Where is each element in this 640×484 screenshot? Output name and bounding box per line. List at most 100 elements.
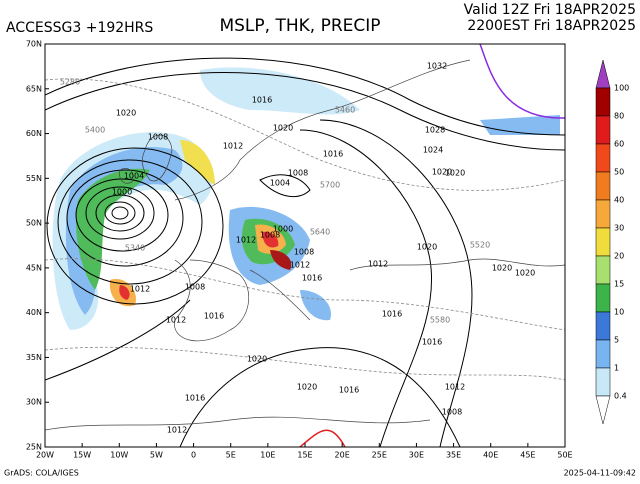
colorbar-segment bbox=[595, 199, 611, 229]
colorbar-label: 20 bbox=[614, 252, 624, 261]
lon-label: 40E bbox=[483, 451, 498, 460]
colorbar-label: 40 bbox=[614, 196, 624, 205]
lat-label: 50N bbox=[26, 219, 42, 228]
isobar-label: 1012 bbox=[290, 261, 310, 270]
isobar-label: 1016 bbox=[323, 150, 343, 159]
isobar-label: 1012 bbox=[223, 142, 243, 151]
colorbar-label: 10 bbox=[614, 308, 624, 317]
colorbar-segment bbox=[595, 171, 611, 201]
valid-time: Valid 12Z Fri 18APR2025 bbox=[464, 2, 636, 18]
lat-label: 70N bbox=[26, 40, 42, 49]
lon-label: 30E bbox=[409, 451, 424, 460]
thickness-5640 bbox=[479, 44, 565, 119]
lon-label: 45E bbox=[520, 451, 535, 460]
isobar-label: 1020 bbox=[297, 383, 317, 392]
precip bbox=[52, 67, 560, 330]
lat-label: 55N bbox=[26, 174, 42, 183]
isobar-label: 1008 bbox=[288, 169, 308, 178]
colorbar-segment bbox=[595, 227, 611, 257]
lon-label: 10E bbox=[260, 451, 275, 460]
colorbar-segment bbox=[595, 255, 611, 285]
lon-label: 35E bbox=[446, 451, 461, 460]
lon-label: 50E bbox=[557, 451, 572, 460]
colorbar-label: 50 bbox=[614, 168, 624, 177]
isobar-label: 1032 bbox=[427, 62, 447, 71]
colorbar-label: 5 bbox=[614, 336, 619, 345]
isobar-label: 1004 bbox=[270, 179, 290, 188]
isobar-label: 1028 bbox=[425, 126, 445, 135]
colorbar-segment bbox=[595, 143, 611, 173]
isobar-label: 1008 bbox=[442, 408, 462, 417]
isobar-label: 1012 bbox=[445, 383, 465, 392]
colorbar-label: 30 bbox=[614, 224, 624, 233]
thickness-label: 5580 bbox=[430, 316, 450, 325]
isobar-label: 1012 bbox=[166, 316, 186, 325]
local-time: 2200EST Fri 18APR2025 bbox=[467, 18, 636, 34]
colorbar-segment bbox=[595, 367, 611, 397]
thickness-5760 bbox=[299, 429, 346, 447]
colorbar-label: 100 bbox=[614, 84, 629, 93]
lat-label: 35N bbox=[26, 353, 42, 362]
thickness-label: 5280 bbox=[60, 78, 80, 87]
thickness-label: 5700 bbox=[320, 181, 340, 190]
isobar-label: 1016 bbox=[302, 274, 322, 283]
colorbar-segment bbox=[595, 283, 611, 313]
isobar-label: 1020 bbox=[417, 243, 437, 252]
lon-label: 15W bbox=[73, 451, 91, 460]
isobar-label: 1000 bbox=[112, 188, 132, 197]
map-area: 1032102810241020102010081012101610201016… bbox=[45, 44, 565, 447]
lon-label: 5W bbox=[150, 451, 163, 460]
lon-label: 0 bbox=[191, 451, 196, 460]
isobars bbox=[45, 57, 565, 447]
colorbar-label: 15 bbox=[614, 280, 624, 289]
coastlines bbox=[45, 59, 565, 431]
isobar-label: 1020 bbox=[492, 264, 512, 273]
lat-label: 60N bbox=[26, 129, 42, 138]
isobar-label: 1016 bbox=[204, 312, 224, 321]
timestamp: 2025-04-11-09:42 bbox=[564, 469, 636, 478]
model-label: ACCESSG3 +192HRS bbox=[6, 20, 153, 36]
isobar-label: 1020 bbox=[273, 124, 293, 133]
isobar-label: 1020 bbox=[247, 355, 267, 364]
isobar-label: 1020 bbox=[116, 109, 136, 118]
colorbar-segment bbox=[595, 311, 611, 341]
source: GrADS: COLA/IGES bbox=[4, 469, 79, 478]
isobar-label: 1012 bbox=[130, 285, 150, 294]
colorbar-segment bbox=[595, 339, 611, 369]
lon-label: 10W bbox=[110, 451, 128, 460]
isobar-label: 1016 bbox=[185, 394, 205, 403]
thickness-label: 5400 bbox=[85, 126, 105, 135]
lon-label: 25E bbox=[372, 451, 387, 460]
lat-label: 65N bbox=[26, 84, 42, 93]
isobar-label: 1016 bbox=[252, 96, 272, 105]
isobar-label: 1016 bbox=[422, 338, 442, 347]
isobar-label: 1024 bbox=[423, 146, 443, 155]
thickness-label: 5640 bbox=[310, 228, 330, 237]
thickness bbox=[45, 78, 565, 381]
colorbar: 100 80 60 50 40 30 20 15 10 5 1 0.4 bbox=[595, 59, 629, 425]
lat-label: 25N bbox=[26, 443, 42, 452]
isobar-label: 1008 bbox=[185, 283, 205, 292]
isobar-label: 1020 bbox=[515, 269, 535, 278]
thickness-label: 5520 bbox=[470, 241, 490, 250]
lat-label: 45N bbox=[26, 263, 42, 272]
lat-label: 40N bbox=[26, 308, 42, 317]
lon-label: 15E bbox=[297, 451, 312, 460]
isobar-label: 1016 bbox=[339, 386, 359, 395]
contour-labels: 1032102810241020102010081012101610201016… bbox=[60, 62, 535, 435]
colorbar-label: 1 bbox=[614, 364, 619, 373]
isobar-label: 1008 bbox=[148, 133, 168, 142]
isobar-label: 1004 bbox=[124, 172, 144, 181]
colorbar-label: 0.4 bbox=[614, 392, 627, 401]
colorbar-label: 60 bbox=[614, 140, 624, 149]
isobar-label: 1016 bbox=[382, 310, 402, 319]
isobar-label: 1020 bbox=[432, 168, 452, 177]
isobar-label: 1000 bbox=[273, 225, 293, 234]
isobar-label: 1012 bbox=[167, 426, 187, 435]
title: MSLP, THK, PRECIP bbox=[219, 16, 380, 36]
isobar-label: 1012 bbox=[368, 260, 388, 269]
colorbar-segment bbox=[595, 87, 611, 117]
thickness-label: 5340 bbox=[125, 244, 145, 253]
